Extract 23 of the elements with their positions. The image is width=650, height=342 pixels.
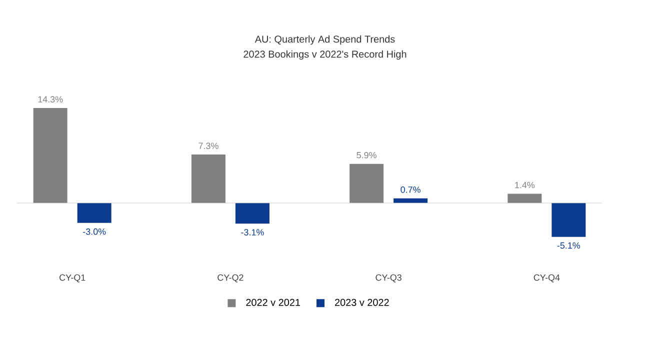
legend-label: 2023 v 2022 (335, 298, 389, 306)
bar (350, 164, 384, 203)
data-label: 5.9% (356, 152, 376, 158)
bar (33, 108, 68, 203)
legend-label: 2022 v 2021 (246, 298, 300, 306)
chart-title: AU: Quarterly Ad Spend Trends (254, 35, 395, 45)
x-tick-label: CY-Q3 (376, 274, 402, 282)
x-tick-label: CY-Q1 (60, 274, 86, 282)
bar (235, 203, 270, 224)
bar (191, 154, 226, 203)
data-label: -3.0% (83, 228, 106, 235)
data-label: 1.4% (515, 182, 535, 188)
x-tick-label: CY-Q2 (218, 274, 244, 282)
bar (508, 194, 542, 203)
data-label: 0.7% (400, 186, 420, 193)
data-label: -3.1% (241, 229, 264, 236)
bar (77, 203, 112, 223)
bar (552, 203, 586, 237)
data-label: -5.1% (557, 242, 580, 249)
chart-subtitle: 2023 Bookings v 2022's Record High (244, 50, 406, 60)
data-label: 14.3% (38, 96, 63, 103)
data-label: 7.3% (198, 142, 218, 150)
x-tick-label: CY-Q4 (534, 274, 560, 282)
